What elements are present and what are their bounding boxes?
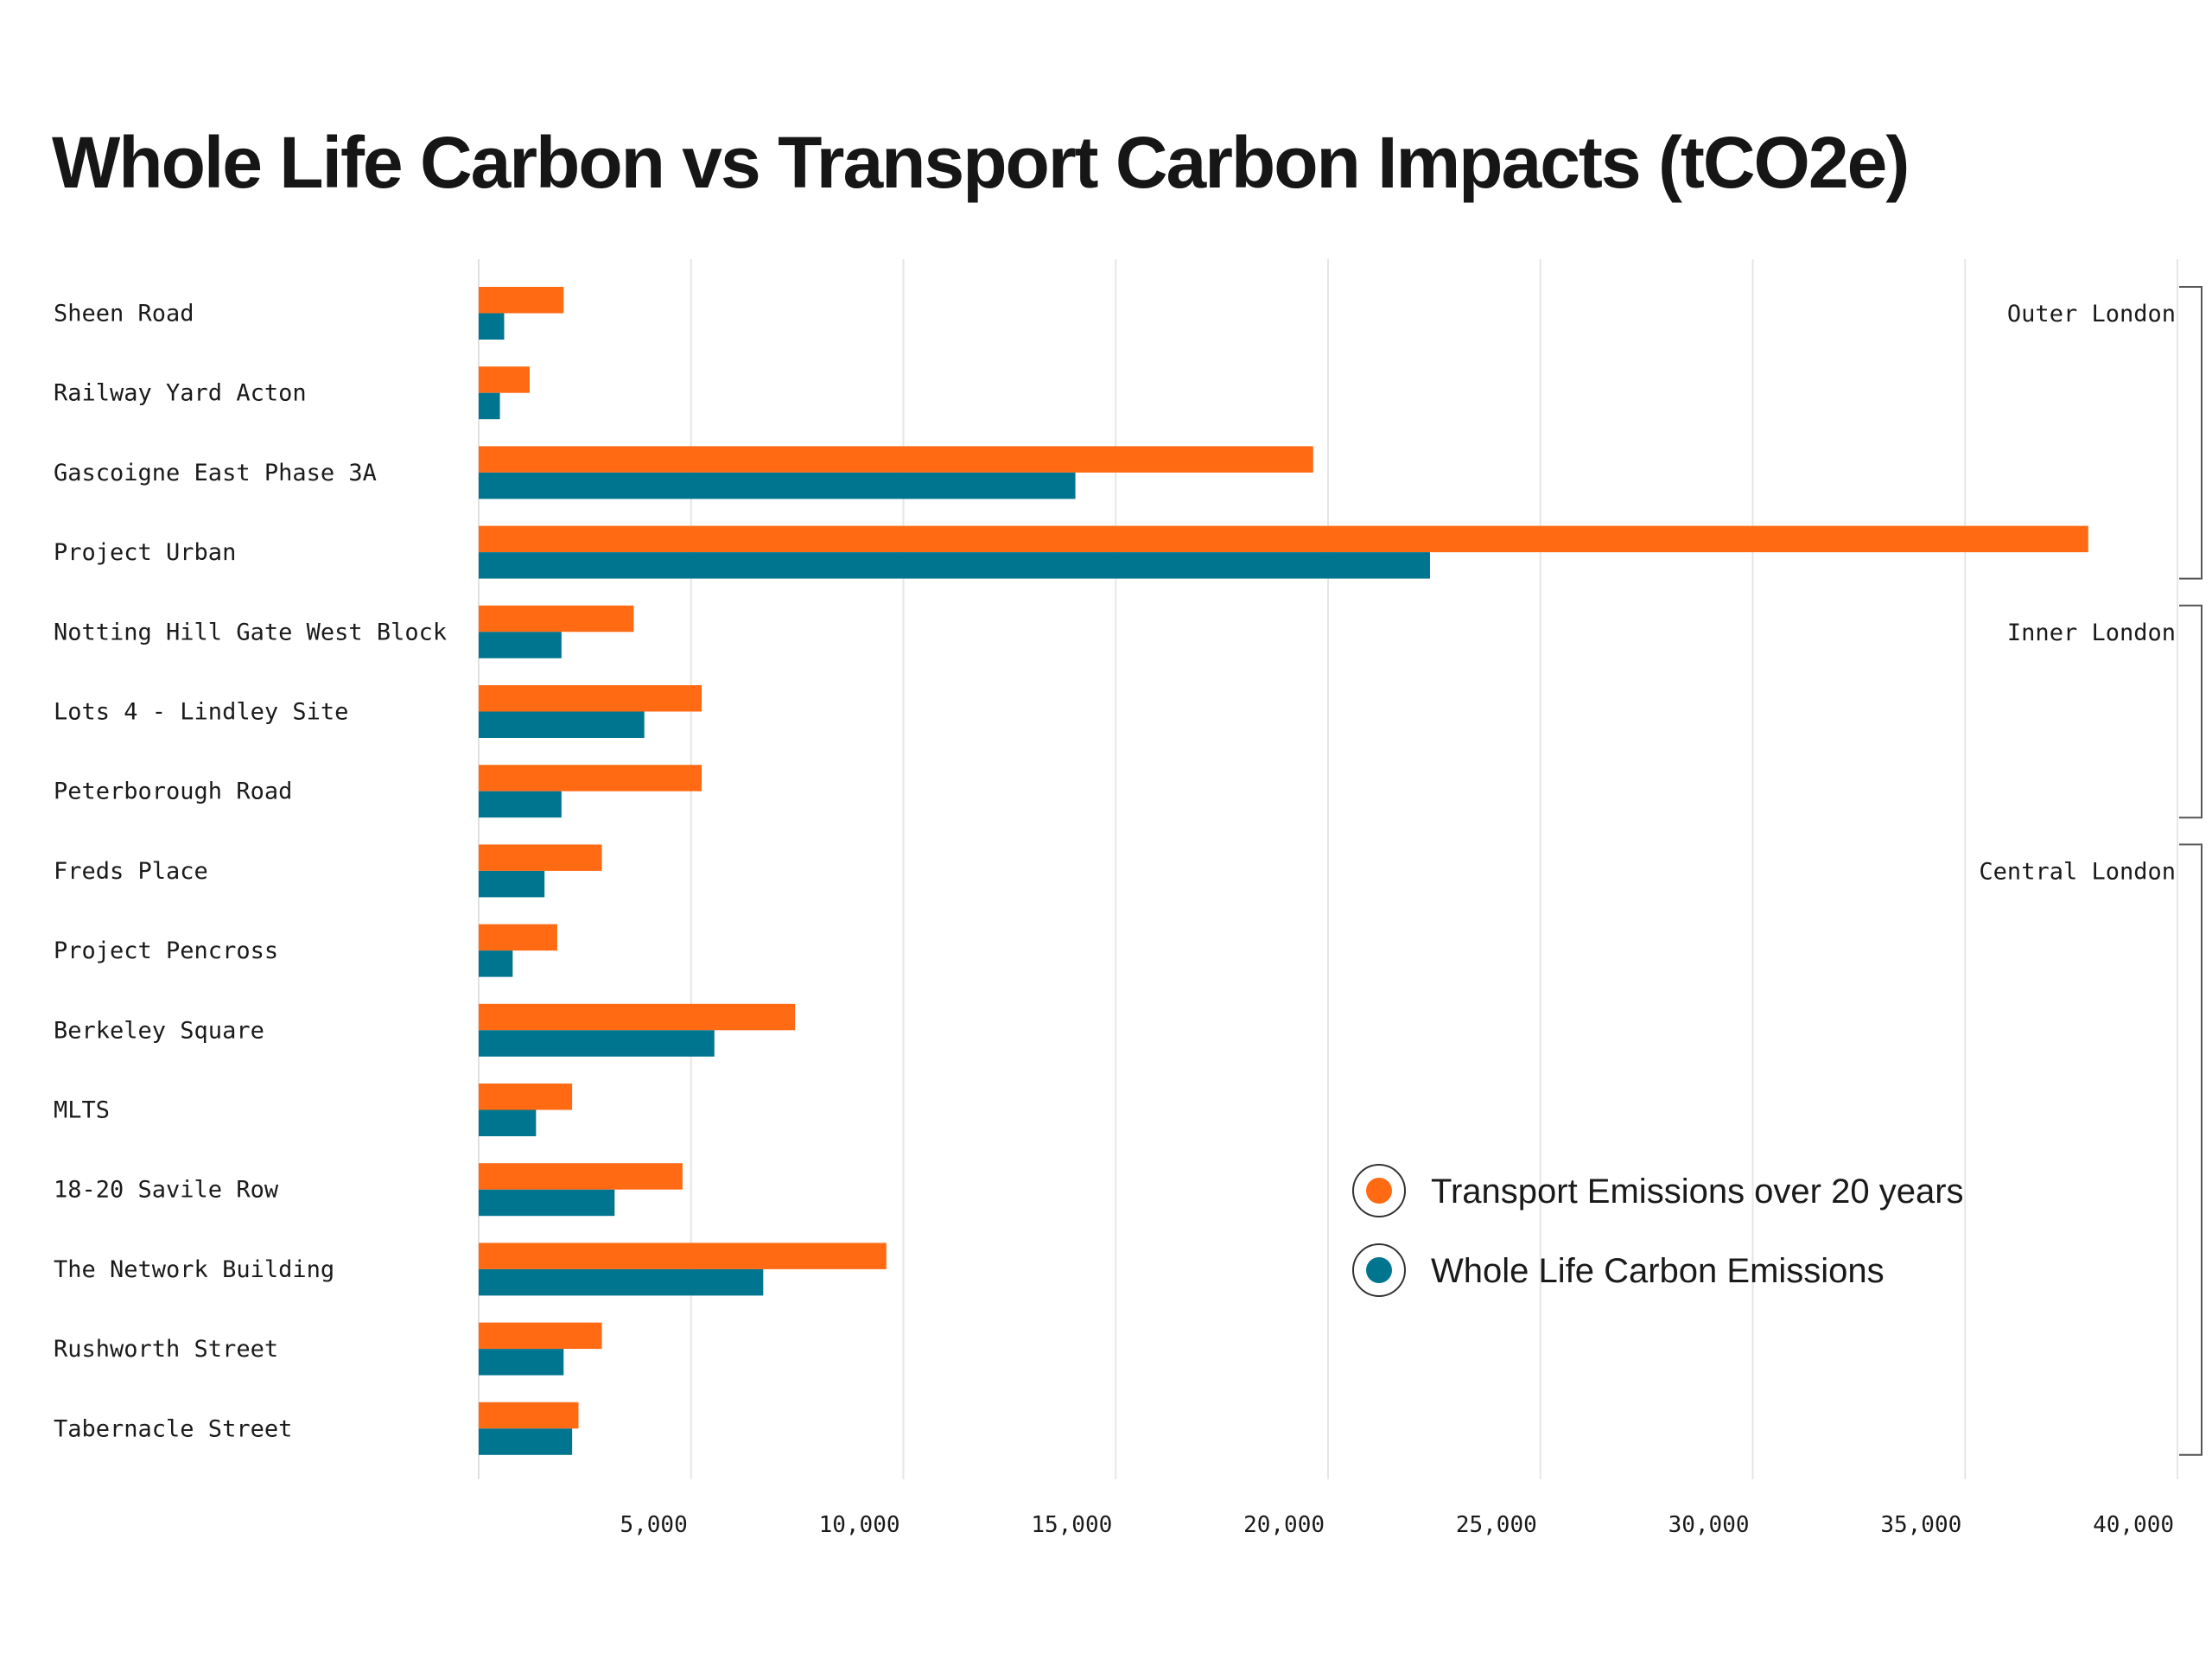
x-tick-label: 30,000 <box>1669 1512 1750 1538</box>
whole-life-bar <box>479 1189 615 1217</box>
whole-life-bar <box>479 1268 764 1296</box>
whole-life-bar <box>479 313 505 340</box>
transport-bar <box>479 525 2088 553</box>
legend-marker <box>1366 1178 1392 1204</box>
legend-label: Whole Life Carbon Emissions <box>1431 1252 1885 1290</box>
category-label: 18-20 Savile Row <box>54 1177 279 1204</box>
transport-bar <box>479 765 702 791</box>
transport-bar <box>479 685 702 712</box>
chart-title: Whole Life Carbon vs Transport Carbon Im… <box>52 122 1910 203</box>
transport-bar <box>479 1243 887 1269</box>
category-label: Notting Hill Gate West Block <box>54 619 447 645</box>
whole-life-bar <box>479 392 500 420</box>
category-label: Berkeley Square <box>54 1017 264 1044</box>
transport-bar <box>479 1163 683 1190</box>
category-label: Tabernacle Street <box>54 1415 292 1442</box>
transport-bar <box>479 446 1313 473</box>
whole-life-bar <box>479 711 645 738</box>
whole-life-bar <box>479 791 562 818</box>
transport-bar <box>479 1322 602 1350</box>
group-label: Central London <box>1979 858 2176 885</box>
x-tick-label: 40,000 <box>2093 1512 2174 1538</box>
x-tick-label: 10,000 <box>819 1512 900 1538</box>
x-tick-label: 15,000 <box>1031 1512 1112 1538</box>
group-label: Outer London <box>2007 301 2176 327</box>
group-bracket <box>2179 604 2202 819</box>
transport-bar <box>479 844 602 871</box>
category-label: Lots 4 - Lindley Site <box>54 699 348 726</box>
legend-label: Transport Emissions over 20 years <box>1431 1173 1964 1211</box>
whole-life-bar <box>479 632 562 658</box>
category-label: Rushworth Street <box>54 1336 278 1363</box>
transport-bar <box>479 287 564 314</box>
transport-bar <box>479 1003 796 1031</box>
transport-bar <box>479 924 557 951</box>
whole-life-bar <box>479 870 545 898</box>
whole-life-bar <box>479 1428 573 1455</box>
category-label: Peterborough Road <box>54 779 292 805</box>
whole-life-bar <box>479 950 513 977</box>
category-label: Freds Place <box>54 858 208 885</box>
transport-bar <box>479 605 634 632</box>
category-label: Project Urban <box>54 539 236 566</box>
category-label: Sheen Road <box>54 301 194 327</box>
category-label: Gascoigne East Phase 3A <box>54 460 377 486</box>
category-label: MLTS <box>54 1097 110 1124</box>
category-label: Railway Yard Acton <box>54 380 307 407</box>
whole-life-bar <box>479 552 1430 579</box>
whole-life-bar <box>479 1030 715 1057</box>
whole-life-bar <box>479 1109 537 1136</box>
whole-life-bar <box>479 1349 564 1376</box>
category-label: The Network Building <box>54 1256 334 1283</box>
x-tick-label: 20,000 <box>1243 1512 1325 1538</box>
transport-bar <box>479 1084 573 1110</box>
legend-marker <box>1366 1257 1392 1283</box>
whole-life-bar <box>479 472 1076 499</box>
group-bracket <box>2179 843 2202 1456</box>
transport-bar <box>479 366 530 393</box>
group-label: Inner London <box>2007 620 2176 646</box>
x-tick-label: 25,000 <box>1456 1512 1537 1538</box>
group-bracket <box>2179 286 2202 580</box>
category-label: Project Pencross <box>54 938 278 964</box>
x-tick-label: 35,000 <box>1880 1512 1961 1538</box>
x-tick-label: 5,000 <box>620 1512 687 1538</box>
transport-bar <box>479 1402 579 1429</box>
